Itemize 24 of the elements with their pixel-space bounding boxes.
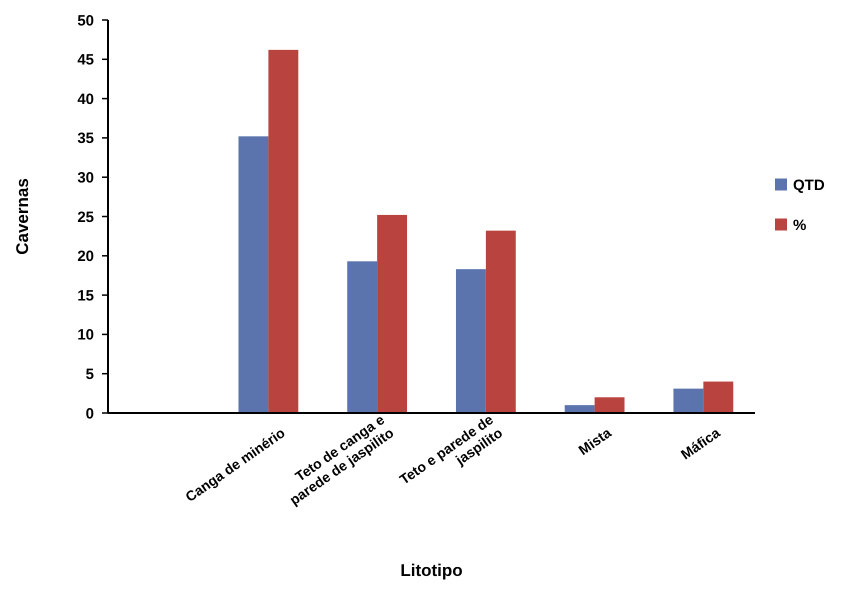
bar: [238, 136, 268, 413]
bar: [703, 382, 734, 413]
y-axis-title: Cavernas: [13, 178, 32, 255]
y-tick-label: 25: [77, 208, 94, 226]
bar: [486, 230, 516, 413]
y-tick-label: 10: [77, 326, 94, 344]
bar: [377, 214, 408, 413]
y-tick-label: 50: [77, 12, 94, 30]
bar: [673, 388, 704, 413]
y-tick-label: 30: [77, 169, 94, 186]
y-tick-label: 20: [77, 248, 94, 266]
y-tick-label: 45: [77, 52, 94, 69]
y-tick-label: 15: [77, 287, 94, 304]
x-axis-title: Litotipo: [400, 561, 463, 580]
bar: [594, 397, 625, 413]
y-tick-label: 5: [86, 366, 94, 383]
bar: [268, 50, 298, 413]
y-tick-label: 40: [77, 90, 94, 108]
bar: [347, 261, 378, 413]
y-tick-label: 35: [77, 130, 94, 148]
bar: [456, 269, 486, 413]
legend-label: %: [793, 216, 806, 234]
legend-label: QTD: [793, 176, 825, 194]
y-tick-label: 0: [86, 405, 94, 422]
